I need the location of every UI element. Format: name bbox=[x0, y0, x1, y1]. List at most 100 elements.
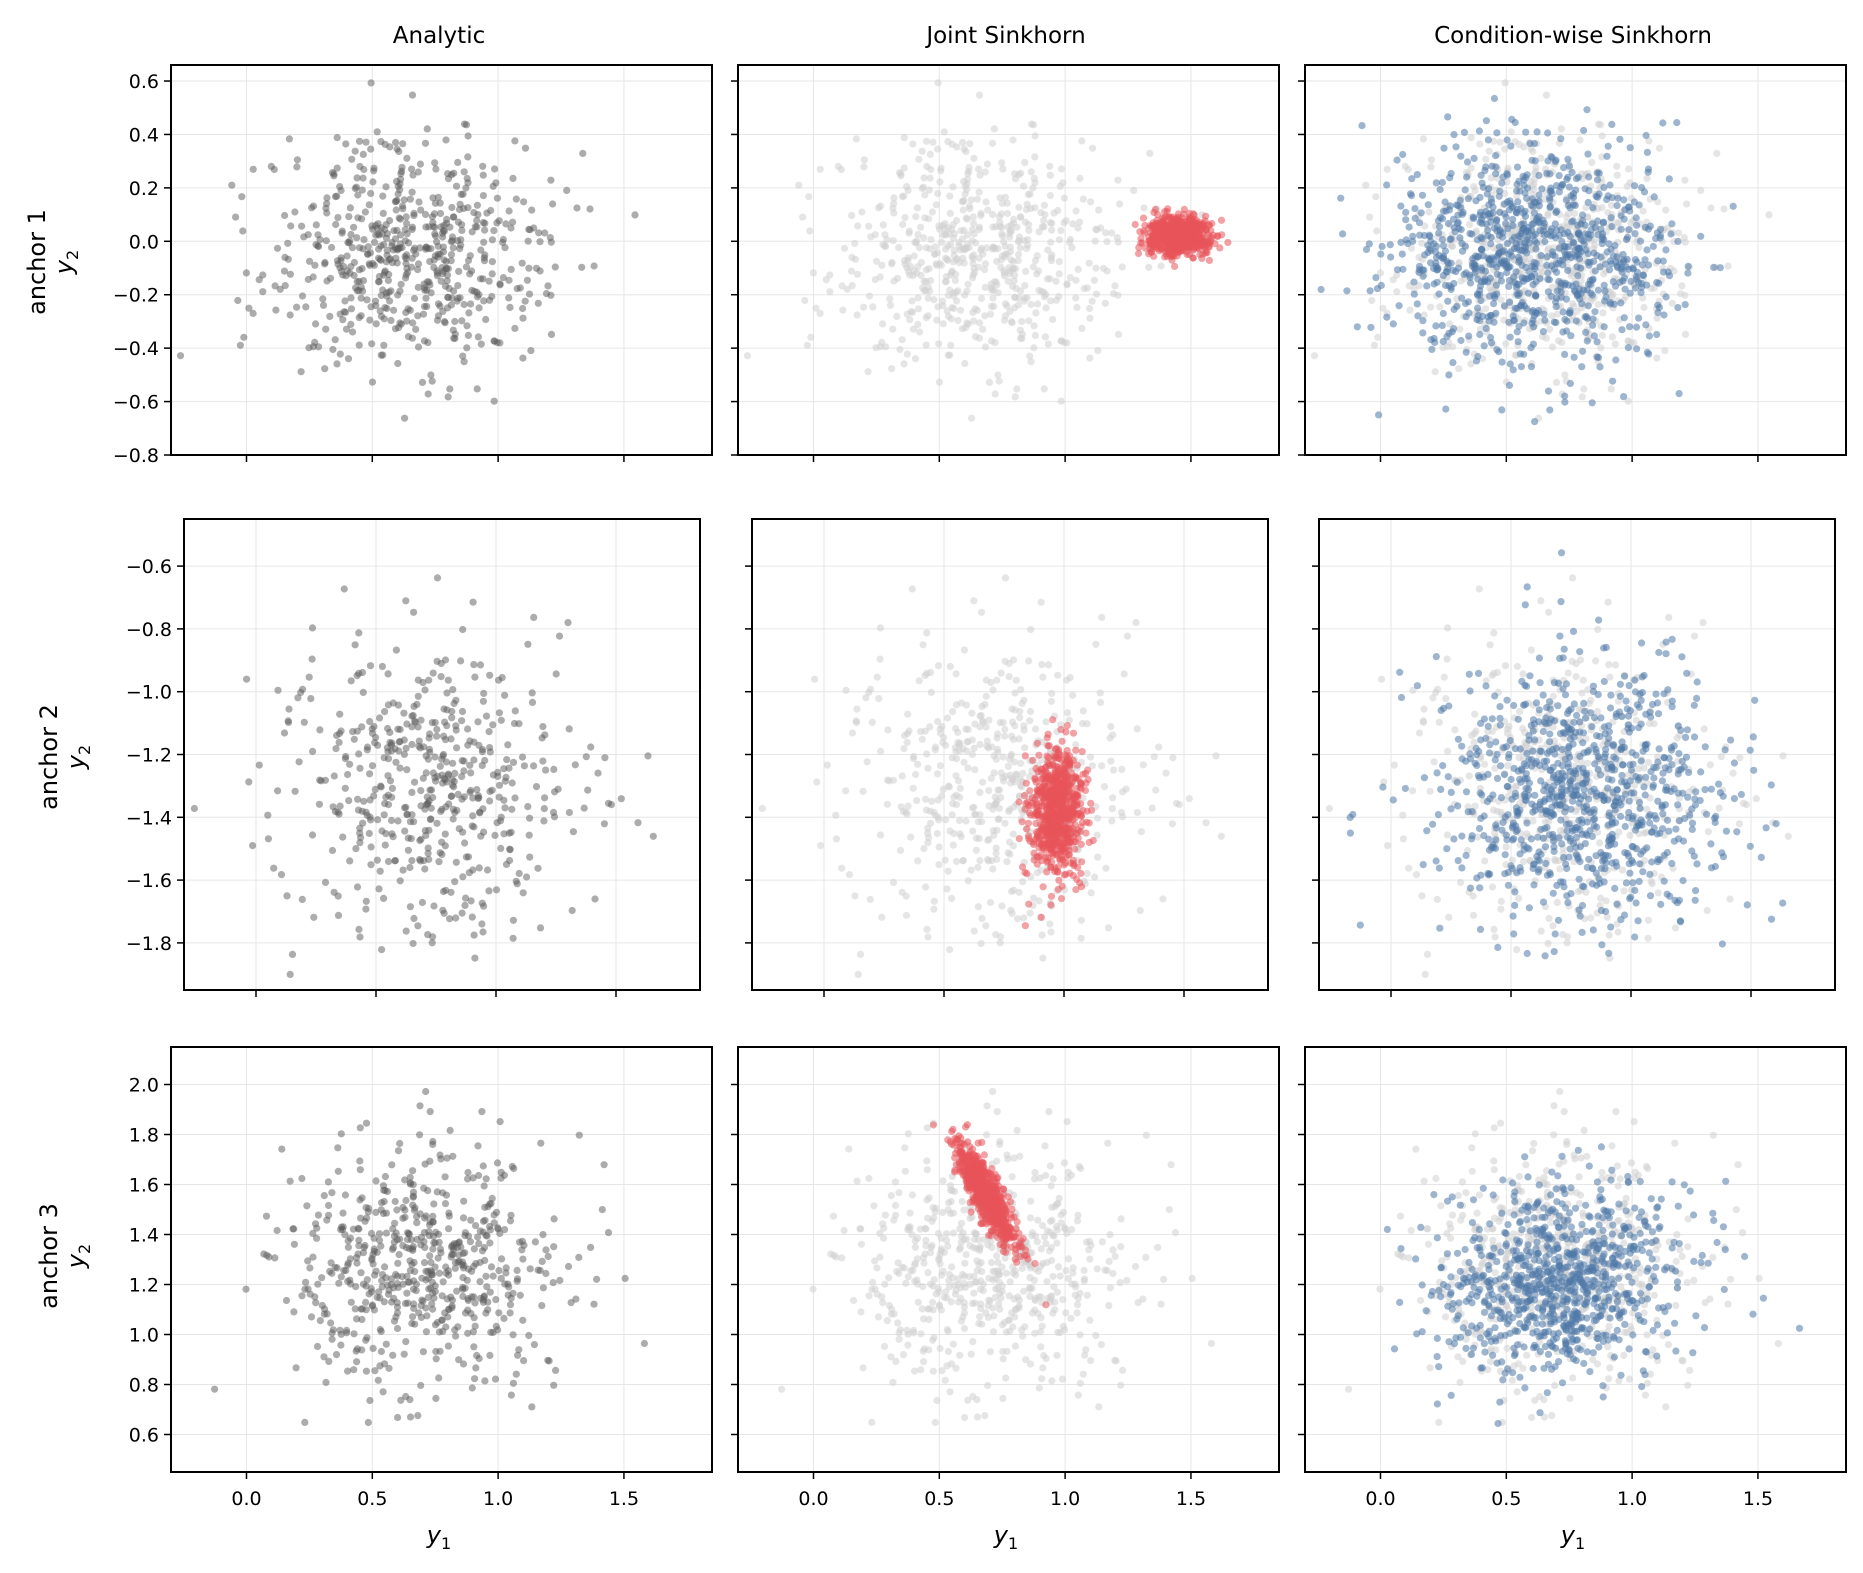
data-point bbox=[367, 189, 375, 198]
data-point bbox=[1505, 381, 1514, 389]
data-point bbox=[1375, 411, 1383, 419]
data-point bbox=[439, 752, 447, 760]
data-point bbox=[1649, 242, 1657, 250]
data-point bbox=[415, 198, 423, 206]
data-point bbox=[249, 842, 257, 850]
data-point bbox=[409, 939, 417, 948]
data-point bbox=[1035, 228, 1043, 236]
data-point bbox=[1620, 314, 1628, 322]
data-point bbox=[295, 758, 303, 766]
data-point bbox=[376, 714, 384, 722]
data-point bbox=[1428, 345, 1436, 353]
data-point bbox=[377, 312, 385, 320]
data-point bbox=[326, 312, 334, 320]
data-point bbox=[968, 750, 977, 759]
data-point bbox=[1395, 302, 1403, 310]
data-point bbox=[550, 813, 559, 821]
data-point bbox=[981, 168, 989, 176]
data-point bbox=[1010, 758, 1019, 766]
data-point bbox=[1139, 214, 1148, 222]
data-point bbox=[1023, 245, 1031, 253]
data-point bbox=[1025, 657, 1033, 665]
data-point bbox=[530, 762, 538, 770]
data-point bbox=[1601, 287, 1609, 295]
data-point bbox=[483, 866, 492, 874]
data-point bbox=[506, 845, 514, 853]
data-point bbox=[1410, 278, 1418, 286]
data-point bbox=[1552, 378, 1561, 386]
data-point bbox=[1012, 676, 1020, 684]
data-point bbox=[1636, 237, 1645, 245]
data-point bbox=[458, 226, 466, 234]
data-point bbox=[1642, 321, 1650, 329]
data-point bbox=[1418, 239, 1426, 247]
data-point bbox=[1565, 281, 1573, 289]
data-point bbox=[1660, 311, 1668, 319]
data-point bbox=[579, 149, 587, 157]
data-point bbox=[309, 747, 317, 756]
data-point bbox=[273, 244, 282, 252]
data-point bbox=[441, 718, 449, 726]
data-point bbox=[903, 350, 911, 358]
data-point bbox=[464, 132, 472, 140]
data-point bbox=[450, 783, 458, 791]
data-point bbox=[1049, 315, 1057, 324]
data-point bbox=[1033, 270, 1041, 278]
data-point bbox=[1439, 337, 1447, 346]
data-point bbox=[931, 743, 940, 751]
data-point bbox=[1487, 195, 1495, 203]
data-point bbox=[1497, 296, 1505, 304]
data-point bbox=[1094, 347, 1102, 355]
data-point bbox=[838, 282, 846, 290]
data-point bbox=[1033, 252, 1041, 260]
data-point bbox=[408, 188, 416, 196]
data-point bbox=[1041, 211, 1049, 219]
data-point bbox=[1594, 300, 1602, 309]
data-point bbox=[245, 778, 253, 786]
data-point bbox=[1074, 265, 1082, 273]
data-point bbox=[876, 655, 884, 663]
data-point bbox=[929, 138, 937, 146]
data-point bbox=[1069, 856, 1077, 864]
data-point bbox=[415, 742, 423, 750]
data-point bbox=[341, 297, 349, 305]
data-point bbox=[387, 816, 396, 825]
y-tick-label: −0.6 bbox=[113, 392, 159, 414]
data-point bbox=[904, 710, 912, 718]
data-point bbox=[424, 844, 432, 852]
data-point bbox=[900, 745, 908, 753]
data-point bbox=[1592, 192, 1600, 201]
data-point bbox=[948, 811, 956, 819]
data-point bbox=[1439, 215, 1447, 223]
data-point bbox=[1438, 178, 1446, 187]
data-point bbox=[255, 761, 263, 769]
data-point bbox=[959, 206, 967, 214]
data-point bbox=[1030, 894, 1038, 902]
data-point bbox=[414, 343, 423, 351]
data-point bbox=[601, 754, 609, 762]
data-point bbox=[854, 970, 862, 979]
data-point bbox=[388, 784, 396, 793]
data-point bbox=[1646, 222, 1654, 230]
data-point bbox=[989, 827, 997, 835]
data-point bbox=[1506, 298, 1514, 306]
data-point bbox=[452, 914, 460, 922]
data-point bbox=[1557, 135, 1565, 143]
data-point bbox=[1189, 217, 1197, 225]
data-point bbox=[337, 267, 345, 276]
data-point bbox=[547, 330, 556, 338]
data-point bbox=[1519, 209, 1528, 217]
data-point bbox=[312, 221, 320, 229]
data-point bbox=[881, 242, 890, 250]
data-point bbox=[1507, 128, 1515, 136]
data-point bbox=[1485, 201, 1493, 209]
data-point bbox=[1609, 377, 1617, 385]
data-point bbox=[322, 325, 330, 333]
data-point bbox=[950, 251, 958, 259]
data-point bbox=[1456, 325, 1464, 333]
row-3-y-axis-label: y2 bbox=[62, 1244, 94, 1269]
data-point bbox=[1398, 250, 1406, 258]
data-point bbox=[970, 597, 978, 605]
data-point bbox=[901, 731, 909, 740]
data-point bbox=[508, 779, 516, 787]
